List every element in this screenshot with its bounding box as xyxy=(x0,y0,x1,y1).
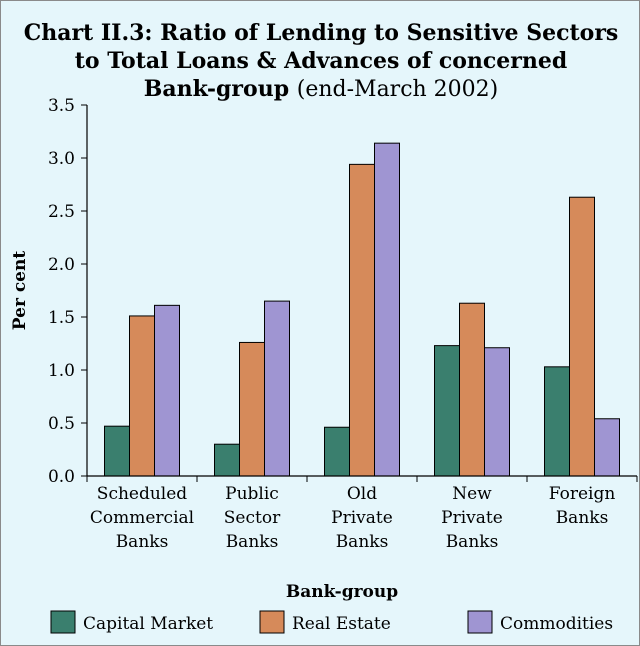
y-tick-label: 3.5 xyxy=(48,96,75,116)
legend-label-real-estate: Real Estate xyxy=(292,614,391,634)
bar-real-estate xyxy=(239,341,265,477)
bar-commodities xyxy=(264,300,290,477)
y-axis-label: Per cent xyxy=(10,251,30,331)
y-tick-label: 1.5 xyxy=(48,308,75,328)
x-category-label: Sector xyxy=(224,508,281,528)
y-tick-label: 2.5 xyxy=(48,202,75,222)
x-category-label: New xyxy=(452,484,492,504)
bar-real-estate xyxy=(569,196,595,477)
x-category-label: Banks xyxy=(336,532,389,552)
bar-commodities xyxy=(154,304,180,477)
bar-real-estate xyxy=(459,302,485,477)
bar-commodities xyxy=(484,347,510,477)
legend-label-capital-market: Capital Market xyxy=(83,614,213,634)
legend-swatch-commodities xyxy=(467,610,493,634)
chart-title-date-part: (end-March 2002) xyxy=(296,77,499,102)
x-category-label: Banks xyxy=(116,532,169,552)
legend-swatch-real-estate xyxy=(259,610,285,634)
bar-commodities xyxy=(594,418,620,477)
bar-real-estate xyxy=(129,315,155,477)
y-tick-label: 1.0 xyxy=(48,361,75,381)
chart-title-line-2: to Total Loans & Advances of concerned xyxy=(74,48,568,74)
y-tick-label: 2.0 xyxy=(48,255,75,275)
x-axis-label: Bank-group xyxy=(286,582,398,602)
bar-capital-market xyxy=(214,443,240,477)
bar-real-estate xyxy=(349,163,375,477)
x-category-label: Scheduled xyxy=(97,484,188,504)
chart-title-line-3: Bank-group (end-March 2002) xyxy=(1,75,639,104)
x-category-label: Commercial xyxy=(90,508,194,528)
y-tick-label: 0.5 xyxy=(48,414,75,434)
legend-swatch-capital-market xyxy=(50,610,76,634)
bar-capital-market xyxy=(104,425,130,477)
x-category-label: Old xyxy=(347,484,377,504)
bar-capital-market xyxy=(324,426,350,477)
x-category-label: Private xyxy=(441,508,503,528)
chart-title-bold-part: Bank-group xyxy=(143,76,290,102)
legend-label-commodities: Commodities xyxy=(500,614,613,634)
bar-commodities xyxy=(374,142,400,477)
x-category-label: Foreign xyxy=(549,484,616,504)
bar-capital-market xyxy=(434,345,460,477)
y-tick-label: 3.0 xyxy=(48,149,75,169)
x-category-label: Banks xyxy=(226,532,279,552)
x-category-label: Banks xyxy=(556,508,609,528)
x-category-label: Banks xyxy=(446,532,499,552)
y-tick-label: 0.0 xyxy=(48,467,75,487)
x-category-label: Private xyxy=(331,508,393,528)
x-category-label: Public xyxy=(225,484,279,504)
bar-capital-market xyxy=(544,366,570,477)
chart-title-line-1: Chart II.3: Ratio of Lending to Sensitiv… xyxy=(23,20,619,46)
